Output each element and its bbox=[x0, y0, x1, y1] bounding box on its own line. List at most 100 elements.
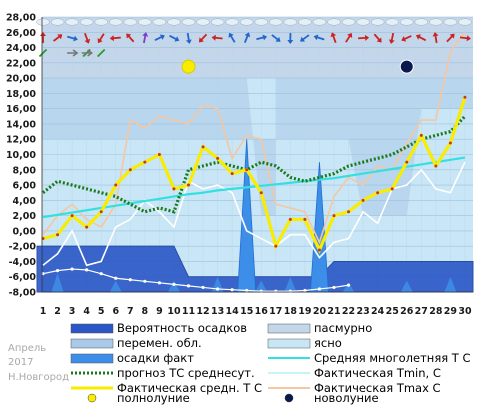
wind-arrow-icon bbox=[67, 35, 78, 42]
series-tmean-line bbox=[42, 96, 467, 254]
wind-arrow-gray-icon bbox=[67, 49, 79, 57]
cloud-icon bbox=[298, 18, 312, 26]
legend-item: Фактическая Tmin, C bbox=[268, 366, 441, 380]
legend-label: Фактическая Tmin, C bbox=[314, 366, 441, 380]
precip-fact-small bbox=[342, 282, 355, 292]
x-tick-label: 7 bbox=[127, 306, 134, 317]
x-tick-label: 30 bbox=[458, 306, 472, 317]
wind-arrow-icon bbox=[358, 34, 370, 41]
tmean-point bbox=[376, 191, 380, 195]
x-tick-label: 21 bbox=[327, 306, 340, 317]
cloud-icon bbox=[210, 18, 225, 26]
snow-depth-point bbox=[55, 269, 60, 273]
wind-arrow-head bbox=[432, 32, 439, 37]
precip-fact-small bbox=[284, 276, 297, 292]
cloud-icon bbox=[356, 18, 370, 26]
full-moon-marker bbox=[181, 59, 196, 74]
legend-swatch bbox=[267, 323, 311, 334]
cloud-icon bbox=[181, 18, 196, 26]
wind-arrow-head bbox=[97, 38, 103, 44]
x-tick-label: 1 bbox=[40, 306, 47, 317]
tmean-point bbox=[143, 160, 147, 164]
x-tick-label: 2 bbox=[54, 306, 61, 317]
wind-arrow-head bbox=[388, 39, 395, 44]
cloud-icon bbox=[414, 18, 429, 26]
wind-arrow-head bbox=[347, 32, 353, 38]
wind-arrow-head bbox=[401, 36, 407, 42]
cloud-icon bbox=[385, 18, 399, 26]
legend-item: Фактическая Tmax C bbox=[268, 381, 441, 395]
y-tick-label: 8,00 bbox=[13, 165, 37, 176]
x-tick-label: 14 bbox=[226, 306, 240, 317]
x-tick-label: 29 bbox=[444, 306, 457, 317]
cloud-icon bbox=[225, 18, 239, 26]
y-tick-label: 4,00 bbox=[13, 196, 37, 207]
x-tick-label: 25 bbox=[386, 306, 399, 317]
x-tick-label: 9 bbox=[156, 306, 163, 317]
wind-arrow-icon bbox=[169, 34, 180, 42]
y-tick-label: 14,00 bbox=[6, 119, 36, 130]
side-month: Апрель bbox=[8, 343, 46, 354]
wind-arrow-shaft bbox=[38, 48, 48, 58]
snow-depth-point bbox=[70, 267, 74, 271]
cloud-icon bbox=[239, 18, 254, 26]
snow-depth-point bbox=[201, 285, 205, 290]
legend-swatch bbox=[70, 338, 114, 349]
snow-depth-point bbox=[128, 278, 132, 282]
legend-item: полнолуние bbox=[87, 391, 190, 405]
wind-arrow-icon bbox=[40, 32, 46, 43]
legend-item: ясно bbox=[267, 336, 342, 350]
tmean-point bbox=[259, 191, 263, 195]
side-city: Н.Новгород bbox=[8, 372, 69, 383]
x-tick-label: 11 bbox=[182, 306, 195, 317]
cloud-icon bbox=[196, 18, 210, 26]
x-tick-label: 12 bbox=[196, 306, 209, 317]
precip-fact-small bbox=[167, 280, 180, 292]
cloud-icon bbox=[370, 18, 385, 26]
tmean-point bbox=[187, 183, 190, 187]
y-tick-label: 6,00 bbox=[13, 181, 37, 192]
x-tick-label: 16 bbox=[255, 306, 269, 317]
x-tick-label: 19 bbox=[298, 306, 311, 317]
y-tick-label: 24,00 bbox=[6, 43, 36, 54]
axis-ticks: 28,0026,0024,0022,0020,0018,0016,0014,00… bbox=[6, 13, 473, 317]
x-tick-label: 15 bbox=[240, 306, 253, 317]
legend: Вероятность осадков пасмурно перемен. обл.… bbox=[70, 321, 471, 405]
y-tick-label: 2,00 bbox=[13, 211, 37, 222]
legend-item: осадки факт bbox=[70, 351, 194, 365]
cloud-icon bbox=[152, 18, 167, 26]
snow-depth-line bbox=[42, 268, 349, 292]
moon-phase-markers bbox=[181, 59, 414, 74]
legend-swatch bbox=[70, 353, 114, 364]
wind-arrow-icon bbox=[330, 32, 337, 44]
tmean-point bbox=[347, 210, 351, 214]
precip-fact-small bbox=[51, 272, 64, 292]
tmean-point bbox=[463, 95, 467, 99]
snow-depth-point bbox=[317, 287, 322, 291]
snow-depth-point bbox=[114, 276, 118, 280]
tmean-point bbox=[201, 145, 205, 149]
snow-depth-point bbox=[245, 288, 249, 293]
cloud-icon bbox=[123, 18, 138, 26]
wind-arrow-icon bbox=[416, 34, 427, 42]
wind-arrow-icon bbox=[271, 34, 281, 42]
y-tick-label: 20,00 bbox=[6, 74, 36, 85]
x-tick-label: 5 bbox=[98, 306, 105, 317]
tmean-point bbox=[434, 164, 438, 168]
legend-label: Средняя многолетняя Т С bbox=[314, 351, 471, 365]
snow-depth-point bbox=[172, 282, 176, 286]
snow-depth-point bbox=[186, 284, 191, 288]
precip-fact-small bbox=[109, 280, 122, 292]
wind-arrow-head bbox=[262, 34, 268, 41]
y-tick-label: -6,00 bbox=[9, 272, 37, 283]
y-tick-label: 16,00 bbox=[6, 104, 36, 115]
wind-arrow-icon bbox=[154, 34, 165, 42]
wind-arrow-icon bbox=[243, 32, 251, 43]
cloud-icon bbox=[458, 18, 472, 26]
x-tick-label: 22 bbox=[342, 306, 355, 317]
tmean-point bbox=[85, 225, 89, 229]
x-tick-label: 3 bbox=[69, 306, 76, 317]
tmean-point bbox=[332, 214, 336, 218]
snow-depth-point bbox=[157, 281, 161, 285]
cloud-icon bbox=[327, 18, 341, 26]
